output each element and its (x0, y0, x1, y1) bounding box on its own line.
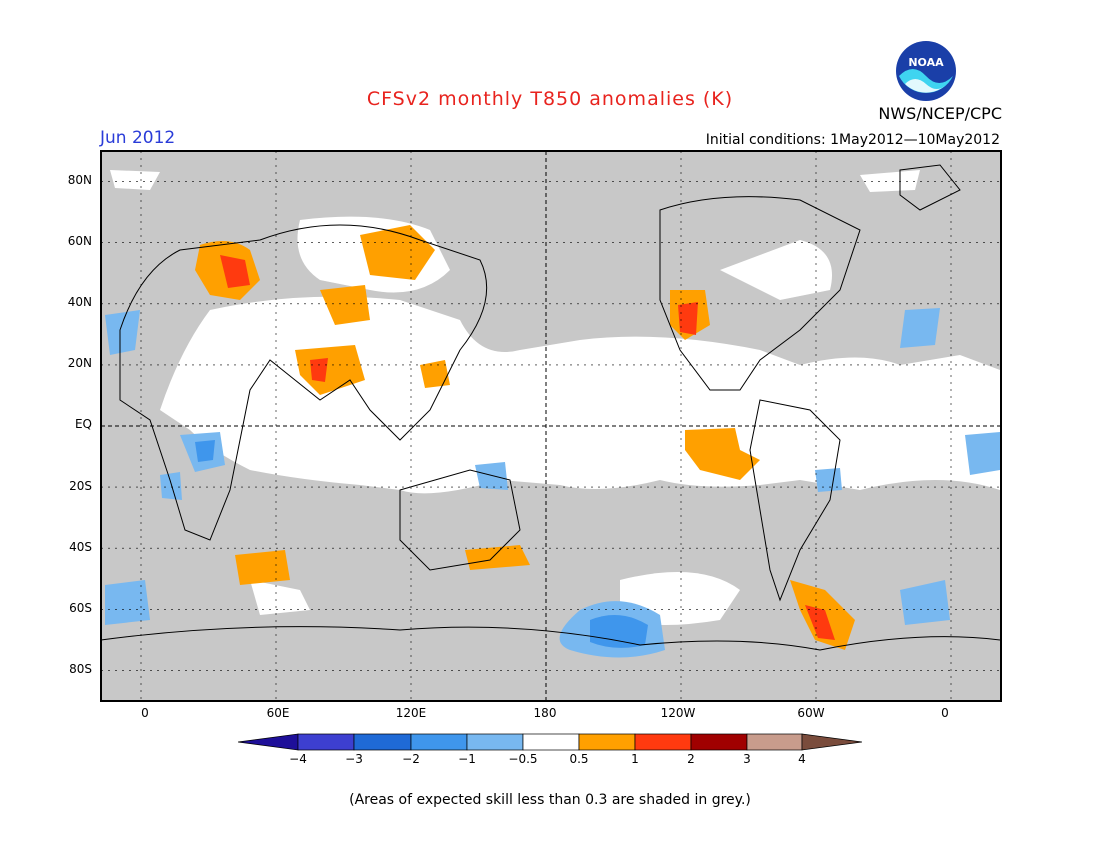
colorbar (238, 733, 862, 751)
reference-lines (101, 151, 1001, 701)
lat-label-20n: 20N (67, 356, 92, 370)
positive-anomalies (195, 225, 855, 650)
colorbar-tick: 1 (631, 752, 639, 766)
lat-label-eq: EQ (74, 417, 92, 431)
noaa-logo-text: NOAA (908, 56, 944, 69)
colorbar-tick: 4 (798, 752, 806, 766)
coastlines (100, 164, 1001, 651)
colorbar-upper-arrow (801, 733, 862, 751)
colorbar-segment (634, 733, 692, 751)
colorbar-lower-arrow (238, 733, 299, 751)
colorbar-segment (522, 733, 580, 751)
colorbar-tick: −1 (458, 752, 476, 766)
lon-label-60w: 60W (797, 706, 825, 720)
noaa-logo-icon: NOAA (896, 41, 956, 101)
colorbar-segment (466, 733, 524, 751)
lon-label-0: 0 (141, 706, 149, 720)
anomaly-map (100, 150, 1002, 702)
negative-anomalies (105, 308, 1000, 658)
lat-label-20s: 20S (69, 479, 92, 493)
lon-label-0-right: 0 (941, 706, 949, 720)
colorbar-tick: −3 (345, 752, 363, 766)
agency-label: NWS/NCEP/CPC (878, 104, 1002, 123)
lat-label-80n: 80N (67, 173, 92, 187)
skill-footnote: (Areas of expected skill less than 0.3 a… (349, 792, 751, 808)
lon-label-180: 180 (533, 706, 557, 720)
colorbar-segment (690, 733, 748, 751)
colorbar-tick: −4 (289, 752, 307, 766)
forecast-month: Jun 2012 (100, 128, 176, 148)
colorbar-tick: 3 (743, 752, 751, 766)
lat-label-60n: 60N (67, 234, 92, 248)
lat-label-80s: 80S (69, 662, 92, 676)
colorbar-segment (353, 733, 412, 751)
colorbar-segment (410, 733, 468, 751)
lon-label-120w: 120W (660, 706, 696, 720)
colorbar-tick: −2 (402, 752, 420, 766)
lon-label-120e: 120E (395, 706, 427, 720)
map-title: CFSv2 monthly T850 anomalies (K) (366, 88, 734, 110)
colorbar-segment (746, 733, 803, 751)
lat-label-40s: 40S (69, 540, 92, 554)
lat-label-60s: 60S (69, 601, 92, 615)
colorbar-tick: −0.5 (508, 752, 538, 766)
colorbar-segment (297, 733, 355, 751)
colorbar-tick: 2 (687, 752, 695, 766)
colorbar-tick: 0.5 (569, 752, 589, 766)
grid-lines (101, 151, 1001, 701)
lon-label-60e: 60E (266, 706, 290, 720)
colorbar-segment (578, 733, 636, 751)
map-frame (100, 150, 1002, 702)
initial-conditions: Initial conditions: 1May2012—10May2012 (705, 132, 1000, 148)
lat-label-40n: 40N (67, 295, 92, 309)
